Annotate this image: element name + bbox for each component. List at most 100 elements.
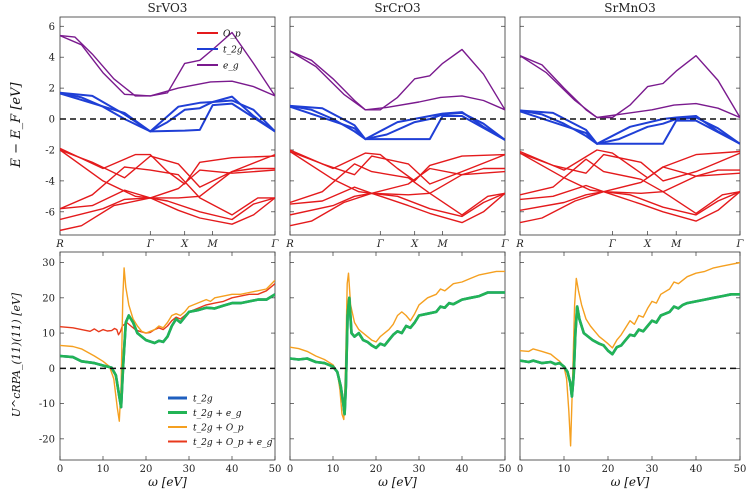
band-O_p [520, 152, 740, 193]
top-panel-1: SrCrO3 R Γ X M Γ [285, 1, 509, 250]
top-panel-title: SrCrO3 [374, 1, 420, 15]
band-O_p [520, 152, 740, 182]
band-O_p [520, 169, 740, 201]
series-t2g+eg [520, 293, 740, 398]
x-tick-label: R [285, 239, 294, 250]
legend-label: t_2g + e_g [193, 409, 242, 419]
x-tick-label: 0 [287, 464, 293, 475]
x-tick-label: M [670, 239, 682, 250]
bottom-ylabel: U^cRPA_(11)(11) [eV] [10, 292, 23, 417]
legend-label: t_2g [193, 395, 213, 405]
y-tick-label: -4 [45, 176, 55, 187]
band-O_p [520, 149, 740, 179]
band-e_g [290, 48, 505, 111]
band-O_p [60, 149, 275, 199]
series-t2g+Op [60, 267, 275, 422]
legend-label: e_g [223, 62, 239, 72]
band-e_g [520, 55, 740, 119]
x-tick-label: 20 [602, 464, 615, 475]
y-tick-label: -20 [39, 434, 55, 445]
top-legend: O_p t_2g e_g [197, 30, 243, 72]
band-O_p [60, 197, 275, 232]
x-tick-label: 0 [57, 464, 63, 475]
x-tick-label: R [515, 239, 524, 250]
bottom-xlabel: ω [eV] [378, 475, 417, 489]
band-O_p [60, 166, 275, 216]
series-group [60, 267, 275, 422]
band-O_p [520, 191, 740, 224]
x-tick-label: 50 [734, 464, 747, 475]
bottom-panel-1: 0 10 20 30 40 50 ω [eV] [287, 251, 512, 489]
bottom-xlabel: ω [eV] [611, 475, 650, 489]
band-e_g [520, 55, 740, 119]
band-O_p [290, 192, 505, 227]
x-tick-label: R [55, 239, 64, 250]
band-O_p [60, 167, 275, 210]
band-t_2g [520, 110, 740, 145]
x-tick-label: M [207, 239, 219, 250]
series-t2g+eg [60, 293, 275, 409]
x-tick-label: Γ [376, 239, 385, 250]
bottom-panel-0: -20 -10 0 10 20 30 0 10 20 30 40 50 ω [eV] [39, 251, 282, 489]
y-tick-label: 4 [49, 53, 55, 64]
series-t2g+Op+eg [60, 283, 275, 336]
bottom-panel-2: 0 10 20 30 40 50 ω [eV] [517, 251, 747, 489]
x-tick-label: Γ [146, 239, 155, 250]
x-tick-label: Γ [736, 239, 745, 250]
band-O_p [290, 149, 505, 182]
x-tick-label: 10 [327, 464, 340, 475]
band-group [520, 55, 740, 224]
band-O_p [290, 167, 505, 205]
x-tick-label: 30 [183, 464, 196, 475]
band-group [60, 31, 275, 232]
legend-label: t_2g + O_p [193, 424, 244, 434]
legend-label: O_p [223, 30, 241, 40]
x-tick-label: 40 [456, 464, 469, 475]
legend-label: t_2g + O_p + e_g [193, 438, 273, 448]
y-tick-label: -6 [45, 207, 55, 218]
x-tick-label: Γ [501, 239, 510, 250]
series-group [290, 270, 505, 421]
x-tick-label: 20 [140, 464, 153, 475]
band-t_2g [60, 92, 275, 133]
band-O_p [290, 192, 505, 224]
band-O_p [60, 197, 275, 225]
band-O_p [290, 163, 505, 216]
x-tick-label: X [180, 239, 189, 250]
top-panel-title: SrVO3 [148, 1, 188, 15]
bottom-panel-frame [289, 251, 506, 461]
band-e_g [60, 34, 275, 97]
x-tick-label: 30 [646, 464, 659, 475]
x-tick-label: 10 [97, 464, 110, 475]
y-tick-label: -2 [45, 145, 55, 156]
band-O_p [290, 150, 505, 194]
x-tick-label: Γ [608, 239, 617, 250]
x-tick-label: 30 [413, 464, 426, 475]
bottom-xlabel: ω [eV] [148, 475, 187, 489]
y-tick-label: 20 [42, 293, 55, 304]
bottom-panel-frame [519, 251, 741, 461]
band-group [290, 48, 505, 227]
x-tick-label: 20 [370, 464, 383, 475]
x-tick-label: 50 [269, 464, 282, 475]
band-e_g [60, 31, 275, 97]
x-tick-label: 50 [499, 464, 512, 475]
bottom-legend: t_2g t_2g + e_g t_2g + O_p t_2g + O_p + e_g [168, 395, 273, 448]
top-panel-2: SrMnO3 R Γ X M Γ [515, 1, 744, 250]
y-tick-label: 0 [49, 115, 55, 126]
x-tick-label: 0 [517, 464, 523, 475]
x-tick-label: Γ [271, 239, 280, 250]
y-tick-label: 2 [49, 84, 55, 95]
x-tick-label: X [410, 239, 419, 250]
top-panel-frame [519, 16, 741, 236]
band-O_p [520, 191, 740, 222]
band-O_p [60, 147, 275, 185]
x-tick-label: M [437, 239, 449, 250]
y-tick-label: 6 [49, 22, 55, 33]
legend-label: t_2g [223, 46, 243, 56]
top-panel-title: SrMnO3 [604, 1, 655, 15]
y-tick-label: -10 [39, 399, 55, 410]
series-t2g+eg [290, 291, 505, 416]
band-t_2g [60, 91, 275, 133]
x-tick-label: 40 [226, 464, 239, 475]
